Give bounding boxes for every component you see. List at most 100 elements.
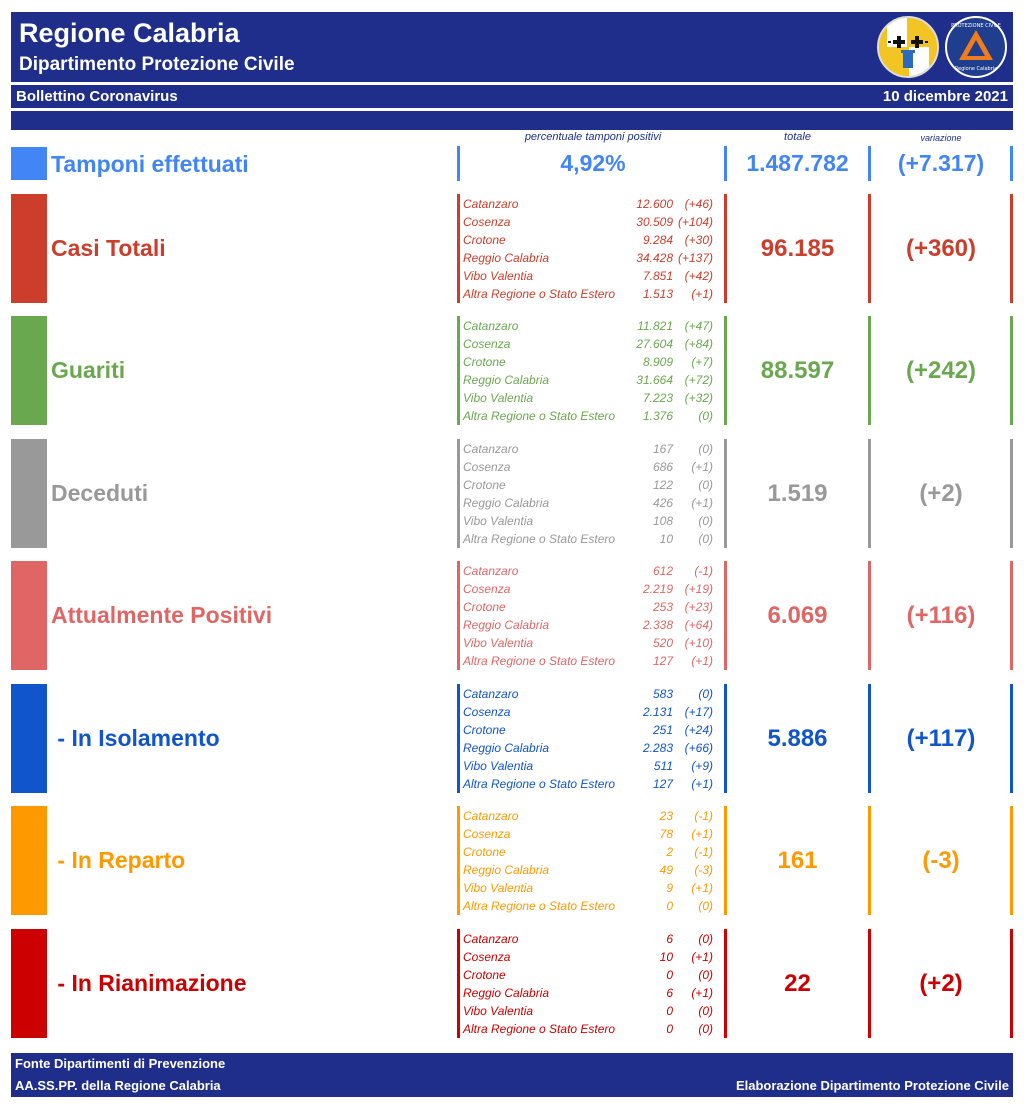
divider [1010,194,1013,303]
svg-text:PROTEZIONE CIVILE: PROTEZIONE CIVILE [951,23,1001,29]
province-name: Vibo Valentia [463,759,534,774]
divider [868,929,871,1038]
province-value: 6 [666,932,673,946]
province-value: 2 [666,845,673,860]
guariti-label: Guariti [51,357,126,383]
province-value: 686 [652,460,673,475]
divider [868,146,871,181]
casi-province-table: Catanzaro 12.600 (+46) Cosenza 30.509 (+104) C… [463,195,725,304]
province-change: (+137) [677,251,713,266]
province-value: 11.821 [637,319,673,333]
positivi-change: (+116) [906,602,976,629]
province-change: (-1) [694,845,713,860]
positivi-province-table: Catanzaro 612 (-1) Cosenza 2.219 (+19) Crotone… [463,562,725,671]
province-change: (0) [698,932,713,946]
tamponi-label: Tamponi effettuati [51,151,249,177]
province-name: Vibo Valentia [463,636,534,651]
deceduti-color-square [11,439,47,548]
province-change: (+72) [684,373,713,388]
province-name: Reggio Calabria [463,863,550,878]
column-header-percent: percentuale tamponi positivi [524,131,662,143]
province-value: 31.664 [636,373,673,388]
province-value: 7.851 [642,269,673,284]
guariti-province-table: Catanzaro 11.821 (+47) Cosenza 27.604 (+84) Cr… [463,317,725,426]
header-stripe [11,111,1013,130]
divider [1010,439,1013,548]
province-name: Catanzaro [463,932,519,946]
province-change: (-1) [694,809,713,823]
table-row: Altra Regione o Stato Estero 10 (0) [463,530,725,548]
province-change: (+9) [691,759,713,774]
province-name: Catanzaro [463,687,519,701]
province-value: 9.284 [642,233,673,248]
province-value: 10 [659,950,673,965]
casi-color-square [11,194,47,303]
province-name: Altra Regione o Stato Estero [463,287,616,302]
province-change: (+1) [691,287,713,302]
rianimazione-total: 22 [784,970,811,997]
province-value: 2.219 [642,582,673,597]
province-change: (+1) [691,950,713,965]
province-value: 6 [666,986,673,1001]
divider [457,684,460,793]
province-value: 253 [652,600,673,615]
province-name: Vibo Valentia [463,881,534,896]
province-name: Reggio Calabria [463,373,550,388]
province-name: Reggio Calabria [463,618,550,633]
province-name: Cosenza [463,582,511,597]
rianimazione-color-square [11,929,47,1038]
province-change: (+1) [691,460,713,475]
rianimazione-change: (+2) [919,970,963,997]
province-name: Crotone [463,968,506,983]
footer-banner: Fonte Dipartimenti di Prevenzione AA.SS.… [11,1053,1013,1097]
table-row: Catanzaro 612 (-1) [463,562,725,580]
province-name: Reggio Calabria [463,251,550,266]
province-value: 49 [659,863,673,878]
province-name: Cosenza [463,705,511,720]
province-change: (+19) [684,582,713,597]
province-name: Cosenza [463,460,511,475]
province-change: (-1) [694,564,713,578]
isolamento-total: 5.886 [767,725,828,752]
province-change: (0) [698,1004,713,1019]
province-change: (0) [698,968,713,983]
reparto-total: 161 [777,847,818,874]
table-row: Reggio Calabria 34.428 (+137) [463,249,725,267]
province-value: 2.131 [642,705,673,720]
table-row: Reggio Calabria 49 (-3) [463,861,725,879]
province-name: Vibo Valentia [463,514,534,529]
divider [1010,561,1013,670]
table-row: Vibo Valentia 108 (0) [463,512,725,530]
table-row: Reggio Calabria 426 (+1) [463,494,725,512]
province-change: (0) [698,687,713,701]
table-row: Reggio Calabria 31.664 (+72) [463,371,725,389]
province-change: (0) [698,478,713,493]
province-name: Altra Regione o Stato Estero [463,777,616,792]
province-change: (+24) [684,723,713,738]
table-row: Cosenza 2.219 (+19) [463,580,725,598]
province-change: (0) [698,532,713,547]
table-row: Catanzaro 11.821 (+47) [463,317,725,335]
province-name: Crotone [463,355,506,370]
province-name: Vibo Valentia [463,391,534,406]
table-row: Vibo Valentia 520 (+10) [463,634,725,652]
province-value: 7.223 [642,391,673,406]
table-row: Catanzaro 583 (0) [463,685,725,703]
province-name: Crotone [463,723,506,738]
table-row: Altra Regione o Stato Estero 0 (0) [463,1020,725,1038]
table-row: Catanzaro 167 (0) [463,440,725,458]
table-row: Crotone 2 (-1) [463,843,725,861]
table-row: Crotone 253 (+23) [463,598,725,616]
province-change: (0) [698,409,713,424]
isolamento-color-square [11,684,47,793]
province-value: 122 [652,478,673,493]
province-value: 426 [652,496,673,511]
isolamento-change: (+117) [906,725,976,752]
province-change: (+1) [691,827,713,842]
svg-text:Regione Calabria: Regione Calabria [955,66,997,72]
province-name: Cosenza [463,215,511,230]
bulletin-bar: Bollettino Coronavirus 10 dicembre 2021 [11,85,1013,108]
isolamento-province-table: Catanzaro 583 (0) Cosenza 2.131 (+17) Crotone 2… [463,685,725,794]
divider [868,684,871,793]
divider [724,929,727,1038]
